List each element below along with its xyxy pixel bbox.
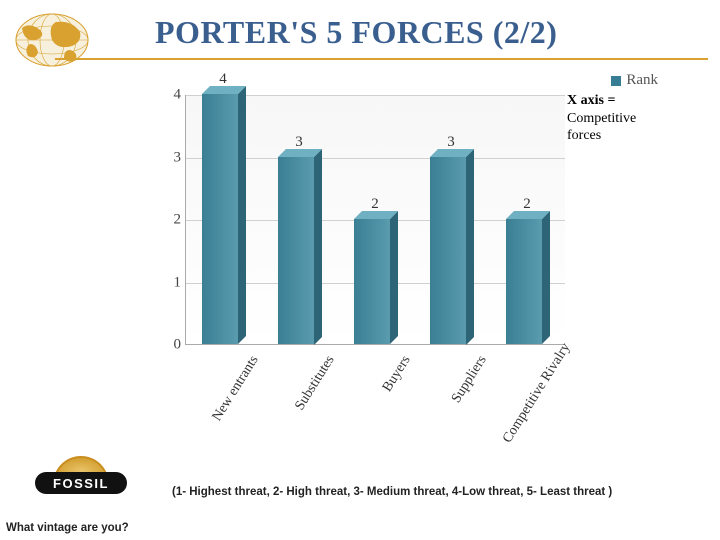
x-category-label: Suppliers	[424, 353, 491, 446]
bar-value-label: 3	[429, 134, 473, 151]
bar-value-label: 2	[353, 196, 397, 213]
header: PORTER'S 5 FORCES (2/2)	[0, 8, 720, 68]
x-category-label: Buyers	[348, 353, 415, 446]
bar-value-label: 4	[201, 71, 245, 88]
bar-front	[202, 94, 238, 344]
globe-icon	[12, 10, 92, 70]
y-tick-label: 3	[163, 149, 181, 166]
tagline: What vintage are you?	[6, 522, 129, 534]
bar-side	[238, 86, 246, 344]
title-underline	[55, 58, 708, 60]
bar-side	[314, 149, 322, 345]
bar	[430, 157, 478, 345]
y-tick-label: 1	[163, 274, 181, 291]
axis-note-text: Competitive forces	[567, 111, 636, 144]
bar-value-label: 3	[277, 134, 321, 151]
legend-swatch	[611, 76, 621, 86]
fossil-wordmark: FOSSIL	[35, 472, 127, 494]
fossil-logo: FOSSIL	[35, 456, 127, 510]
bar-side	[542, 211, 550, 344]
chart-plot	[185, 95, 565, 345]
bar-side	[466, 149, 474, 345]
bar-front	[430, 157, 466, 345]
bar-front	[506, 219, 542, 344]
axis-note: X axis = Competitive forces	[567, 92, 672, 145]
x-category-label: Substitutes	[272, 353, 339, 446]
page-title: PORTER'S 5 FORCES (2/2)	[155, 14, 557, 51]
bar-front	[278, 157, 314, 345]
bar-chart: 012344New entrants3Substitutes2Buyers3Su…	[155, 95, 575, 440]
x-category-label: Competitive Rivalry	[500, 353, 567, 446]
bar-front	[354, 219, 390, 344]
y-tick-label: 4	[163, 87, 181, 104]
legend-label: Rank	[626, 72, 658, 89]
y-tick-label: 2	[163, 212, 181, 229]
x-category-label: New entrants	[196, 353, 263, 446]
bar	[202, 94, 250, 344]
bar-side	[390, 211, 398, 344]
bar	[278, 157, 326, 345]
bar	[354, 219, 402, 344]
chart-legend: Rank	[611, 72, 658, 89]
bar-value-label: 2	[505, 196, 549, 213]
bar	[506, 219, 554, 344]
y-tick-label: 0	[163, 337, 181, 354]
threat-legend-footnote: (1- Highest threat, 2- High threat, 3- M…	[172, 486, 612, 498]
